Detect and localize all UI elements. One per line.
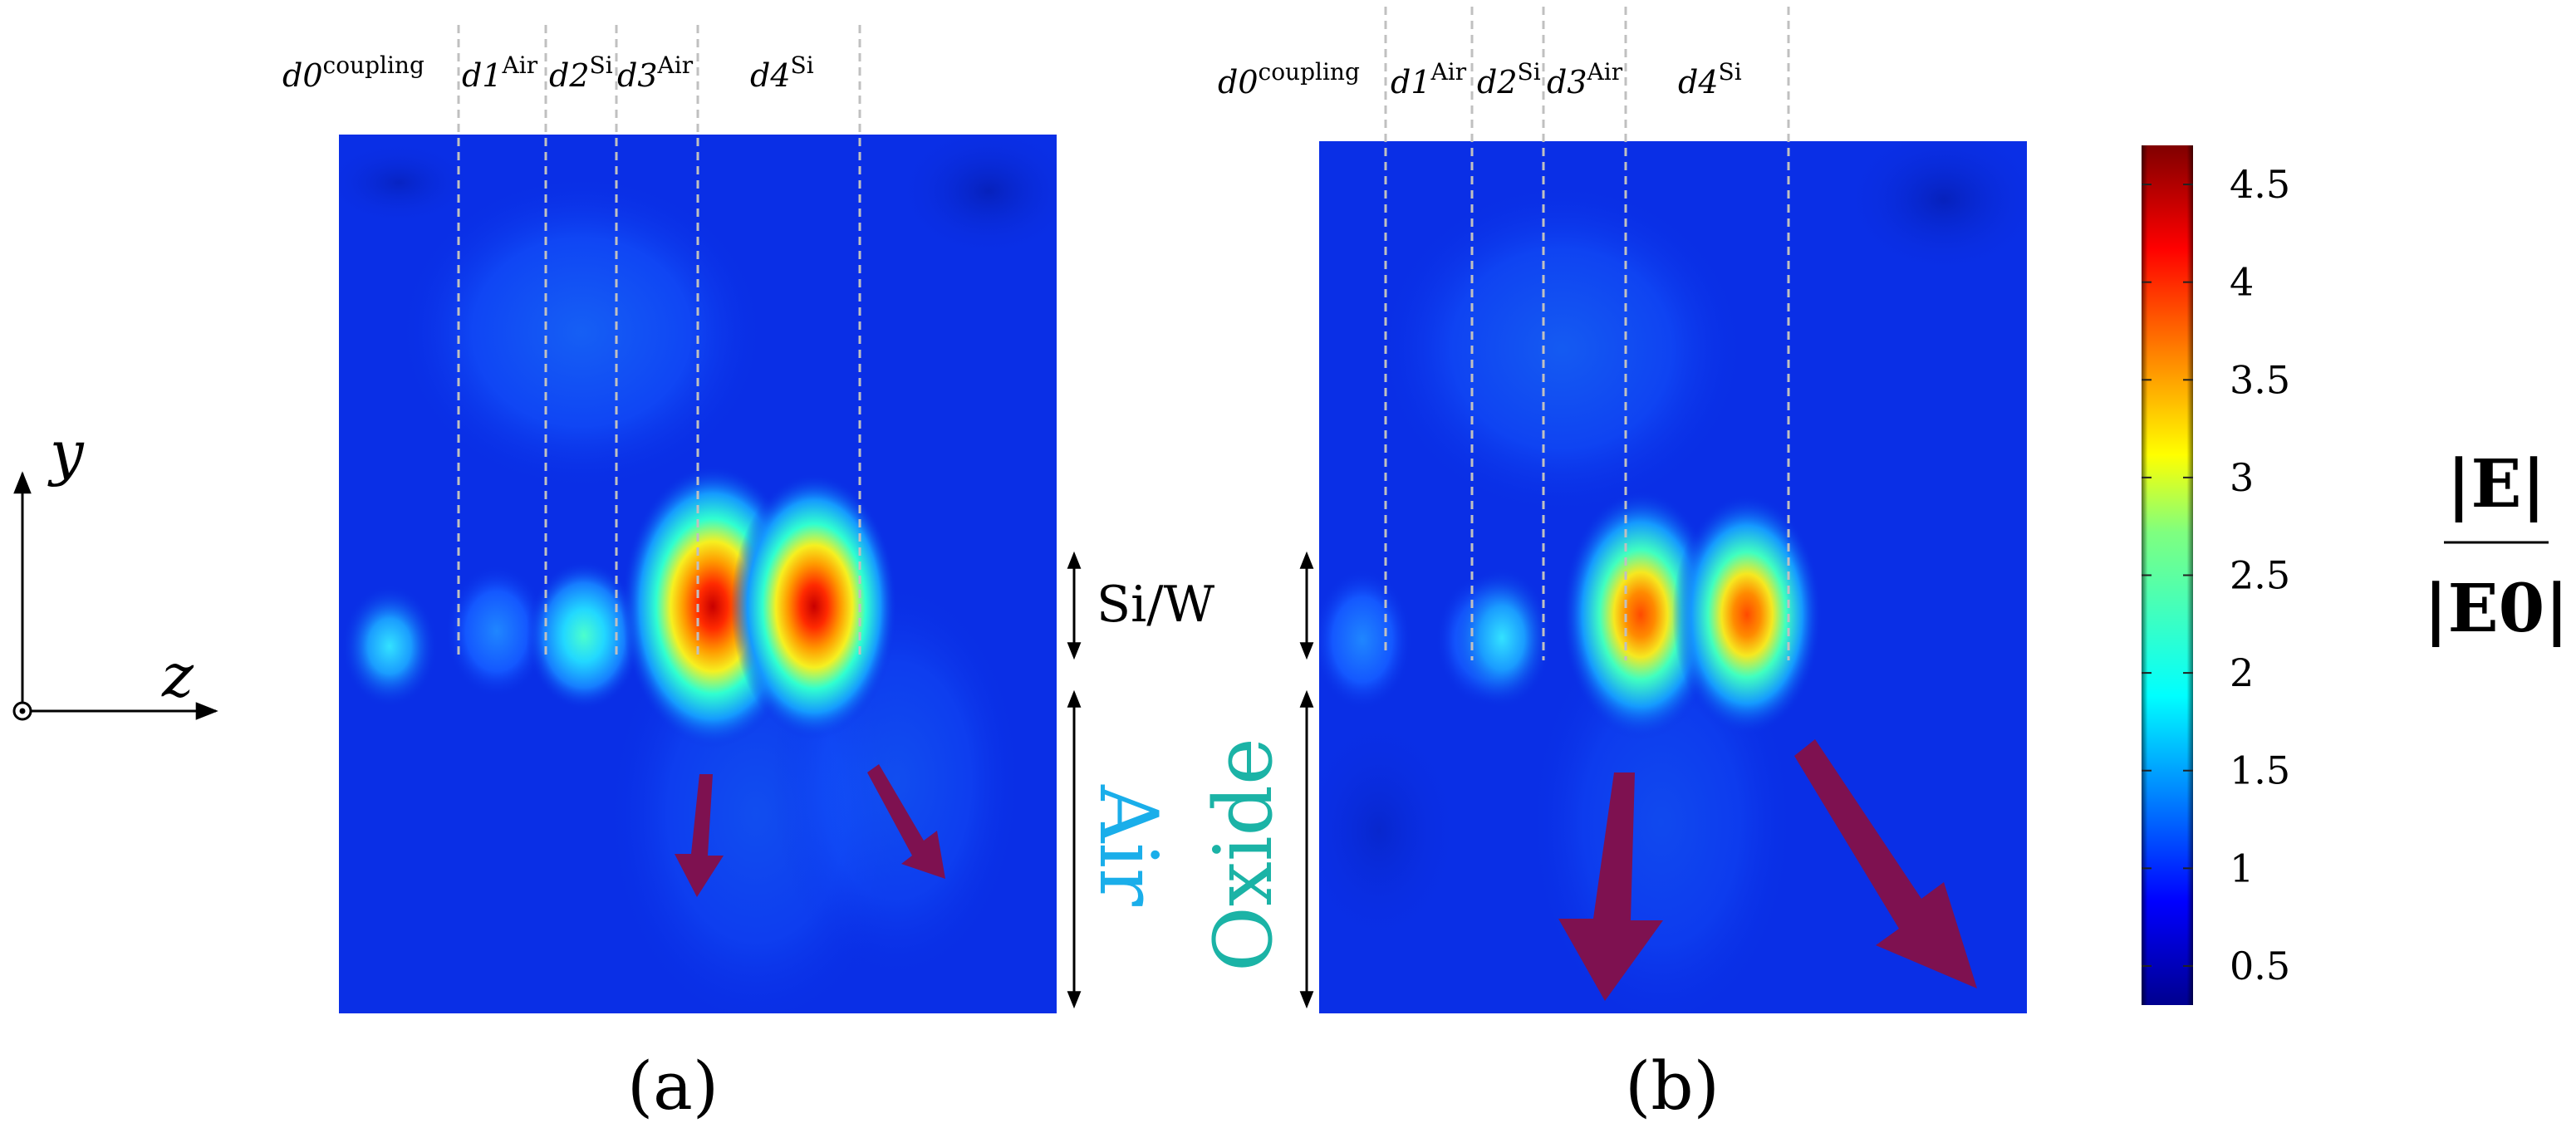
field-hotspot-d2-b [1452, 567, 1552, 709]
layer-label-d3-b: d3Air [1547, 58, 1623, 101]
z-axis-label: z [161, 640, 194, 710]
field-shade-b [1319, 714, 1462, 947]
layer-dividers-b [1384, 7, 1790, 660]
colorbar-tick-label: 1 [2230, 846, 2254, 890]
emission-arrow [1558, 772, 1663, 1001]
substrate-label-a: Air [1082, 784, 1175, 906]
layer-label-d2-b: d2Si [1477, 58, 1541, 101]
field-hotspot-d3-b [1562, 490, 1720, 739]
layer-label-d0-a: d0coupling [282, 51, 424, 94]
panel-caption-b: (b) [1625, 1047, 1720, 1125]
y-axis-label: y [47, 418, 85, 488]
field-hotspot-d4-b [1672, 494, 1822, 735]
layer-label-d3-a: d3Air [617, 51, 694, 94]
field-hotspot-d0-a [341, 585, 438, 708]
field-shade-a [339, 141, 473, 224]
emission-arrow [675, 774, 724, 897]
layer-labels-a: d0coupling d1Air d2Si d3Air d4Si [282, 51, 814, 94]
panel-caption-a: (a) [627, 1047, 719, 1125]
layer-labels-b: d0coupling d1Air d2Si d3Air d4Si [1218, 58, 1742, 101]
x-axis-dot [19, 708, 26, 714]
layer-label-d0-b: d0coupling [1218, 58, 1360, 101]
field-glow-a [399, 174, 764, 490]
colorbar-label-numerator: |E| [2446, 444, 2545, 523]
layer-label-d1-a: d1Air [462, 51, 538, 94]
colorbar-tick-label: 4 [2230, 260, 2254, 305]
field-hotspot-d4-a [731, 473, 897, 739]
layer-label-d1-b: d1Air [1391, 58, 1467, 101]
field-map-a [339, 135, 1057, 1013]
layer-label-d2-a: d2Si [549, 51, 613, 94]
colorbar-tick-label: 2.5 [2230, 553, 2290, 598]
field-hotspot-d1-a [445, 565, 548, 698]
emission-arrow [867, 764, 945, 879]
axes-icon: y z [12, 418, 218, 721]
field-shade-a [897, 135, 1057, 257]
colorbar-tick-label: 3.5 [2230, 357, 2290, 402]
si-w-label-a: Si/W [1097, 576, 1215, 634]
colorbar-tick-label: 4.5 [2230, 162, 2290, 207]
layer-label-d4-b: d4Si [1678, 58, 1742, 101]
emission-arrow [1794, 739, 1977, 988]
colorbar-tick-label: 2 [2230, 650, 2254, 695]
colorbar-ticks: 4.5 4 3.5 3 2.5 2 1.5 1 0.5 [2142, 162, 2290, 988]
substrate-label-b: Oxide [1197, 738, 1290, 972]
layer-label-d4-a: d4Si [750, 51, 814, 94]
colorbar-tick-label: 1.5 [2230, 748, 2290, 793]
field-hotspot-d2-a [526, 561, 642, 710]
panel-b: d0coupling d1Air d2Si d3Air d4Si Oxide (… [1197, 7, 2027, 1125]
field-glow-b [1379, 183, 1744, 515]
colorbar-tick-label: 3 [2230, 455, 2254, 500]
emission-arrows-a [675, 764, 945, 897]
colorbar-label-denominator: |E0| [2424, 569, 2569, 648]
colorbar-tick-label: 0.5 [2230, 944, 2290, 988]
panel-a: d0coupling d1Air d2Si d3Air d4Si Si/W Ai… [282, 25, 1215, 1125]
field-shade-b [1844, 141, 2027, 274]
emission-arrows-b [1558, 739, 1977, 1001]
colorbar-label: |E| |E0| [2424, 444, 2569, 648]
layer-dividers-a [457, 25, 861, 660]
colorbar: 4.5 4 3.5 3 2.5 2 1.5 1 0.5 |E| |E0| [2142, 145, 2569, 1005]
field-hotspot-d0-b [1319, 569, 1412, 710]
